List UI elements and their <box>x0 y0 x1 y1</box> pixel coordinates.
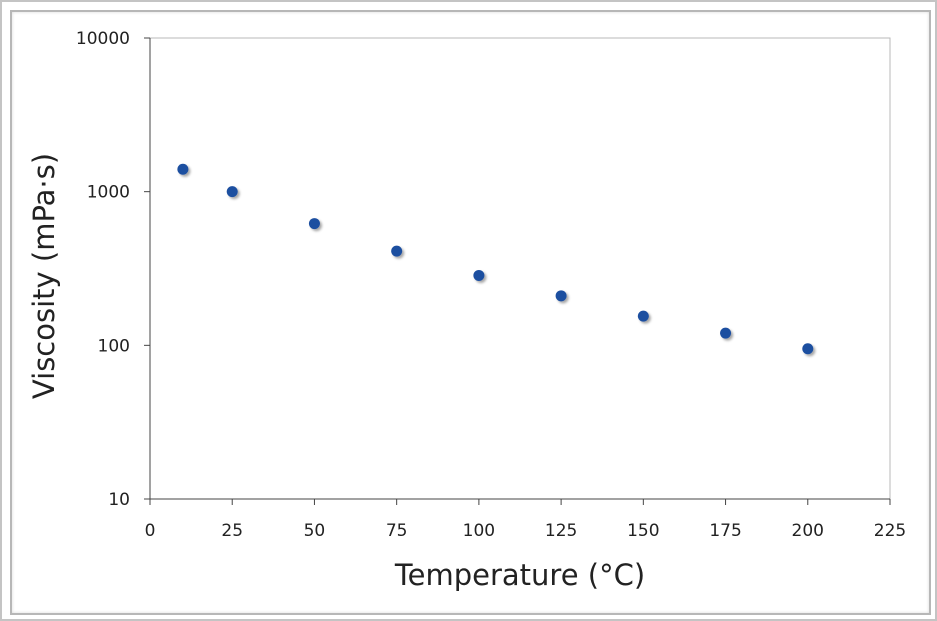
x-tick-label: 150 <box>627 521 659 541</box>
x-tick-label: 225 <box>874 521 906 541</box>
x-tick-label: 25 <box>221 521 243 541</box>
y-tick-label: 10 <box>108 490 130 510</box>
y-tick-label: 10000 <box>76 29 130 49</box>
x-tick-label: 175 <box>709 521 741 541</box>
x-tick-labels: 0 25 50 75 100 125 150 175 200 225 <box>145 521 907 541</box>
x-tick-label: 50 <box>304 521 326 541</box>
data-point <box>177 163 189 175</box>
data-point <box>555 290 567 302</box>
data-point <box>637 310 649 322</box>
data-point <box>720 327 732 339</box>
data-point <box>308 218 320 230</box>
y-tick-labels: 10 100 1000 10000 <box>76 29 130 510</box>
data-point <box>391 245 403 257</box>
x-tick-label: 75 <box>386 521 408 541</box>
x-tick-label: 0 <box>145 521 156 541</box>
data-points <box>177 163 814 355</box>
x-tick-label: 100 <box>463 521 495 541</box>
y-tick-label: 100 <box>98 336 130 356</box>
data-point <box>473 269 485 281</box>
y-axis-title: Viscosity (mPa·s) <box>27 153 61 399</box>
y-tick-label: 1000 <box>87 183 130 203</box>
data-point <box>226 186 238 198</box>
x-axis-title: Temperature (°C) <box>394 558 645 592</box>
data-point <box>802 343 814 355</box>
x-tick-label: 125 <box>545 521 577 541</box>
plot-area <box>149 37 891 500</box>
x-tick-label: 200 <box>792 521 824 541</box>
axes <box>144 37 891 505</box>
